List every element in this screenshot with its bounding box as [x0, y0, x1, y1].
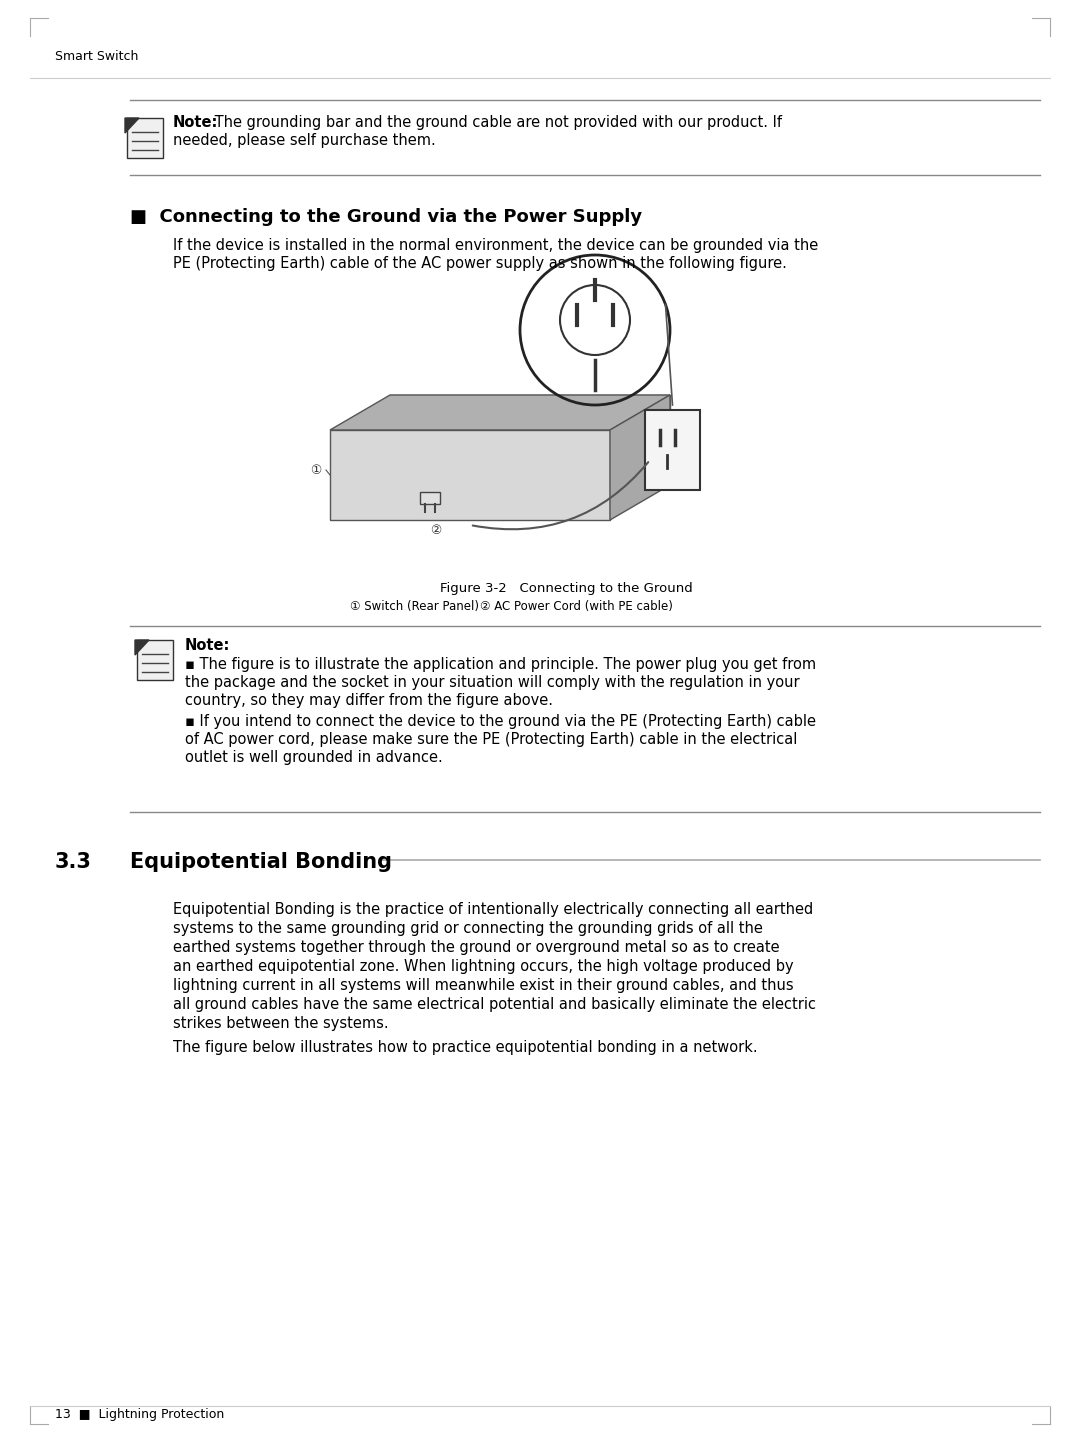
- Text: 13  ■  Lightning Protection: 13 ■ Lightning Protection: [55, 1407, 225, 1420]
- FancyBboxPatch shape: [137, 640, 173, 681]
- Text: lightning current in all systems will meanwhile exist in their ground cables, an: lightning current in all systems will me…: [173, 978, 794, 994]
- Text: ① Switch (Rear Panel): ① Switch (Rear Panel): [350, 600, 480, 613]
- Text: ▪ The figure is to illustrate the application and principle. The power plug you : ▪ The figure is to illustrate the applic…: [185, 658, 816, 672]
- Text: The grounding bar and the ground cable are not provided with our product. If: The grounding bar and the ground cable a…: [210, 115, 782, 130]
- Text: an earthed equipotential zone. When lightning occurs, the high voltage produced : an earthed equipotential zone. When ligh…: [173, 959, 794, 973]
- Polygon shape: [390, 395, 670, 485]
- Text: outlet is well grounded in advance.: outlet is well grounded in advance.: [185, 750, 443, 766]
- Text: Figure 3-2   Connecting to the Ground: Figure 3-2 Connecting to the Ground: [440, 583, 692, 596]
- FancyBboxPatch shape: [420, 492, 440, 505]
- Text: of AC power cord, please make sure the PE (Protecting Earth) cable in the electr: of AC power cord, please make sure the P…: [185, 733, 797, 747]
- Text: ②: ②: [430, 523, 442, 536]
- FancyBboxPatch shape: [127, 118, 163, 159]
- Text: Equipotential Bonding: Equipotential Bonding: [130, 852, 392, 872]
- Text: earthed systems together through the ground or overground metal so as to create: earthed systems together through the gro…: [173, 940, 780, 955]
- Text: needed, please self purchase them.: needed, please self purchase them.: [173, 133, 435, 149]
- Text: PE (Protecting Earth) cable of the AC power supply as shown in the following fig: PE (Protecting Earth) cable of the AC po…: [173, 257, 787, 271]
- Polygon shape: [610, 395, 670, 521]
- FancyBboxPatch shape: [645, 410, 700, 490]
- Text: Equipotential Bonding is the practice of intentionally electrically connecting a: Equipotential Bonding is the practice of…: [173, 903, 813, 917]
- Text: Note:: Note:: [173, 115, 218, 130]
- Polygon shape: [330, 395, 670, 430]
- Polygon shape: [135, 640, 149, 655]
- Text: If the device is installed in the normal environment, the device can be grounded: If the device is installed in the normal…: [173, 238, 819, 252]
- Text: ①: ①: [310, 463, 321, 476]
- Text: systems to the same grounding grid or connecting the grounding grids of all the: systems to the same grounding grid or co…: [173, 921, 762, 936]
- Text: The figure below illustrates how to practice equipotential bonding in a network.: The figure below illustrates how to prac…: [173, 1040, 758, 1056]
- Text: the package and the socket in your situation will comply with the regulation in : the package and the socket in your situa…: [185, 675, 799, 691]
- Text: all ground cables have the same electrical potential and basically eliminate the: all ground cables have the same electric…: [173, 996, 816, 1012]
- Text: strikes between the systems.: strikes between the systems.: [173, 1017, 389, 1031]
- Text: Note:: Note:: [185, 637, 230, 653]
- Text: country, so they may differ from the figure above.: country, so they may differ from the fig…: [185, 694, 553, 708]
- Text: 3.3: 3.3: [55, 852, 92, 872]
- Text: ▪ If you intend to connect the device to the ground via the PE (Protecting Earth: ▪ If you intend to connect the device to…: [185, 714, 816, 730]
- Text: ② AC Power Cord (with PE cable): ② AC Power Cord (with PE cable): [480, 600, 673, 613]
- Text: ■  Connecting to the Ground via the Power Supply: ■ Connecting to the Ground via the Power…: [130, 208, 643, 226]
- Text: Smart Switch: Smart Switch: [55, 50, 138, 63]
- Polygon shape: [125, 118, 139, 133]
- Polygon shape: [330, 430, 610, 521]
